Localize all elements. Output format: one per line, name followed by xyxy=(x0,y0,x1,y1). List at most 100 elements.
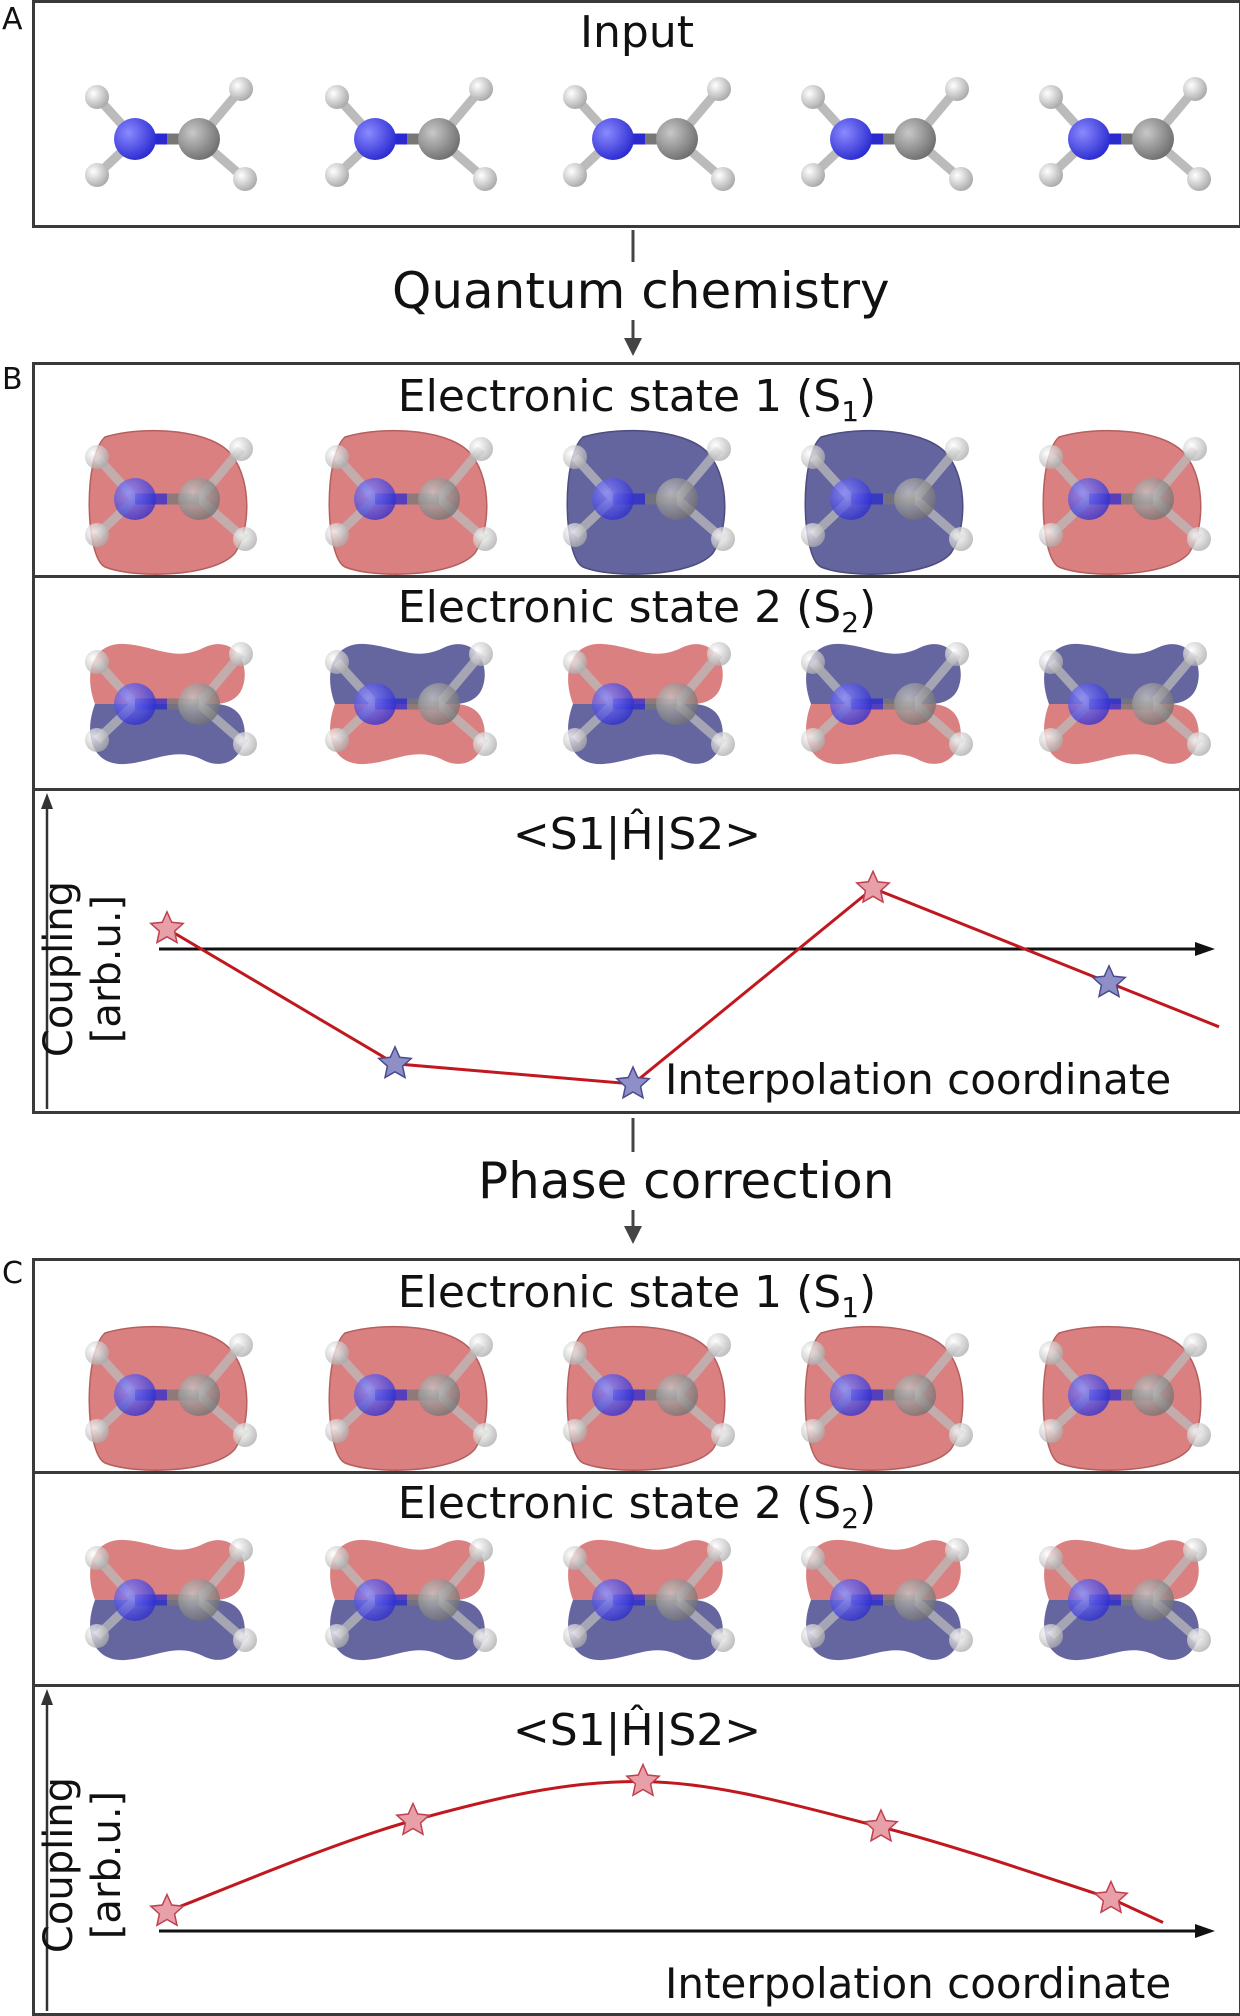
orbital-isosurface xyxy=(801,429,973,575)
hydrogen-atom xyxy=(325,1546,349,1570)
carbon-atom xyxy=(656,118,698,160)
hydrogen-atom xyxy=(1183,1538,1207,1562)
hydrogen-atom xyxy=(85,85,109,109)
hydrogen-atom xyxy=(85,728,109,752)
nitrogen-atom xyxy=(1068,118,1110,160)
quantum-chemistry-label: Quantum chemistry xyxy=(388,262,894,320)
hydrogen-atom xyxy=(949,1628,973,1652)
phase-correction-label: Phase correction xyxy=(474,1152,899,1210)
data-point-star xyxy=(855,869,891,904)
hydrogen-atom xyxy=(473,527,497,551)
data-point-star xyxy=(615,1065,651,1100)
panel-letter-a: A xyxy=(2,2,23,37)
hydrogen-atom xyxy=(711,167,735,191)
blue-lower-lobe xyxy=(90,704,245,765)
hydrogen-atom xyxy=(1183,1333,1207,1357)
hydrogen-atom xyxy=(707,437,731,461)
orbital-isosurface xyxy=(1039,429,1211,575)
red-lower-lobe xyxy=(330,704,485,765)
methanimine-molecule xyxy=(1039,77,1211,191)
hydrogen-atom xyxy=(711,732,735,756)
nitrogen-atom xyxy=(830,1374,872,1416)
hydrogen-atom xyxy=(801,445,825,469)
b-coupling-plot xyxy=(41,793,1220,1109)
hydrogen-atom xyxy=(563,1546,587,1570)
orbital-isosurface xyxy=(1039,1325,1211,1471)
hydrogen-atom xyxy=(473,1628,497,1652)
nitrogen-atom xyxy=(830,118,872,160)
b-state1-title: Electronic state 1 (S1) xyxy=(397,371,877,428)
hydrogen-atom xyxy=(233,527,257,551)
hydrogen-atom xyxy=(707,77,731,101)
hydrogen-atom xyxy=(801,1419,825,1443)
hydrogen-atom xyxy=(1187,1628,1211,1652)
hydrogen-atom xyxy=(1039,163,1063,187)
nitrogen-atom xyxy=(114,683,156,725)
panel-letter-c: C xyxy=(2,1256,23,1291)
hydrogen-atom xyxy=(85,1419,109,1443)
carbon-atom xyxy=(1132,1374,1174,1416)
hydrogen-atom xyxy=(801,728,825,752)
hydrogen-atom xyxy=(85,650,109,674)
hydrogen-atom xyxy=(325,1419,349,1443)
data-point-star xyxy=(395,1801,431,1836)
hydrogen-atom xyxy=(85,1546,109,1570)
hydrogen-atom xyxy=(945,1333,969,1357)
orbital-isosurface xyxy=(563,1325,735,1471)
carbon-atom xyxy=(894,478,936,520)
hydrogen-atom xyxy=(801,163,825,187)
hydrogen-atom xyxy=(229,1538,253,1562)
carbon-atom xyxy=(1132,118,1174,160)
orbital-isosurface xyxy=(325,429,497,575)
carbon-atom xyxy=(418,478,460,520)
hydrogen-atom xyxy=(325,445,349,469)
carbon-atom xyxy=(418,118,460,160)
hydrogen-atom xyxy=(1039,728,1063,752)
data-point-star xyxy=(863,1808,899,1843)
hydrogen-atom xyxy=(949,1423,973,1447)
hydrogen-atom xyxy=(711,1423,735,1447)
carbon-atom xyxy=(1132,478,1174,520)
nitrogen-atom xyxy=(592,1374,634,1416)
nitrogen-atom xyxy=(114,1374,156,1416)
orbital-isosurface xyxy=(325,1325,497,1471)
red-lower-lobe xyxy=(1044,704,1199,765)
hydrogen-atom xyxy=(707,642,731,666)
orbital-isosurface xyxy=(325,642,497,765)
orbital-isosurface xyxy=(801,1538,973,1661)
nitrogen-atom xyxy=(592,478,634,520)
carbon-atom xyxy=(894,683,936,725)
nitrogen-atom xyxy=(592,118,634,160)
carbon-atom xyxy=(894,118,936,160)
hydrogen-atom xyxy=(945,642,969,666)
hydrogen-atom xyxy=(563,523,587,547)
input-title: Input xyxy=(580,7,694,58)
hydrogen-atom xyxy=(707,1538,731,1562)
b-plot-title: <S1|Ĥ|S2> xyxy=(512,809,762,860)
orbital-isosurface xyxy=(801,642,973,765)
carbon-atom xyxy=(656,683,698,725)
hydrogen-atom xyxy=(233,167,257,191)
hydrogen-atom xyxy=(469,77,493,101)
carbon-atom xyxy=(418,1374,460,1416)
carbon-atom xyxy=(656,1374,698,1416)
orbital-isosurface xyxy=(563,642,735,765)
data-point-star xyxy=(377,1044,413,1079)
nitrogen-atom xyxy=(830,478,872,520)
orbital-isosurface xyxy=(85,1325,257,1471)
hydrogen-atom xyxy=(945,437,969,461)
hydrogen-atom xyxy=(469,642,493,666)
hydrogen-atom xyxy=(707,1333,731,1357)
hydrogen-atom xyxy=(469,1538,493,1562)
hydrogen-atom xyxy=(801,1341,825,1365)
hydrogen-atom xyxy=(1039,523,1063,547)
b-coupling-plot-box: <S1|Ĥ|S2> Coupling [arb.u.] Interpolation… xyxy=(32,788,1240,1114)
carbon-atom xyxy=(178,1374,220,1416)
hydrogen-atom xyxy=(563,728,587,752)
hydrogen-atom xyxy=(1039,1419,1063,1443)
carbon-atom xyxy=(178,683,220,725)
orbital-isosurface xyxy=(85,429,257,575)
blue-lower-lobe xyxy=(90,1600,245,1661)
y-axis xyxy=(41,793,53,1109)
carbon-atom xyxy=(1132,683,1174,725)
